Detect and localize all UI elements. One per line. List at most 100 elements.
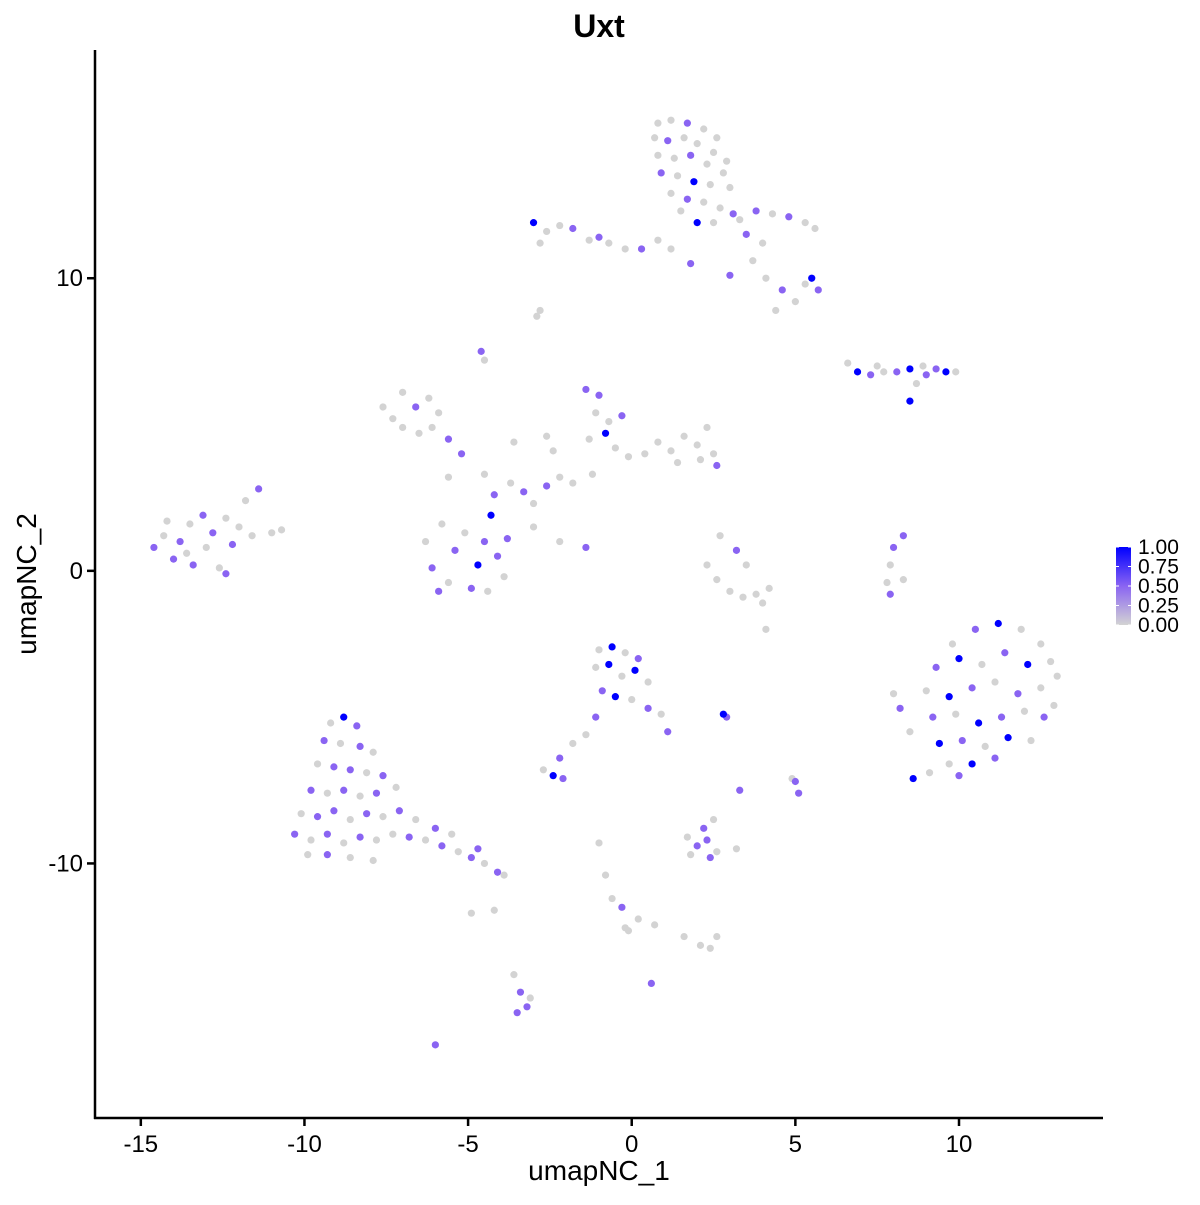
cell-point: [706, 944, 714, 952]
cell-point: [582, 543, 590, 552]
cell-point: [667, 245, 675, 253]
x-tick-label: -15: [123, 1131, 158, 1158]
cell-point: [160, 532, 168, 540]
cell-point: [975, 719, 983, 727]
cell-point: [487, 511, 495, 519]
cell-point: [687, 151, 695, 159]
cell-point: [644, 704, 652, 712]
y-tick-label: 10: [56, 265, 83, 292]
cell-point: [942, 368, 950, 376]
cell-point: [307, 786, 315, 794]
cell-point: [356, 792, 364, 800]
cell-point: [405, 833, 413, 841]
cell-point: [569, 739, 577, 748]
cell-point: [346, 815, 354, 824]
cell-point: [1001, 649, 1009, 657]
cell-point: [673, 458, 682, 467]
cell-point: [529, 219, 538, 227]
cell-point: [968, 760, 976, 768]
cell-point: [209, 529, 217, 537]
cell-point: [444, 435, 453, 443]
cell-point: [454, 848, 462, 856]
cell-point: [713, 461, 721, 470]
cell-point: [389, 830, 397, 838]
cell-point: [340, 713, 348, 721]
cell-point: [474, 561, 482, 569]
cell-point: [323, 789, 331, 797]
cell-point: [719, 710, 727, 718]
cell-point: [899, 532, 907, 540]
cell-point: [592, 713, 600, 721]
cell-point: [601, 871, 610, 879]
cell-point: [621, 649, 629, 657]
x-tick-label: 10: [946, 1131, 973, 1158]
cell-point: [399, 423, 407, 432]
cell-point: [163, 517, 171, 525]
cell-point: [978, 660, 986, 669]
cell-point: [644, 678, 652, 686]
cell-point: [336, 739, 345, 748]
cell-point: [582, 731, 590, 739]
cell-point: [490, 906, 498, 914]
cell-point: [569, 224, 577, 233]
cell-point: [304, 851, 312, 859]
cell-point: [1040, 713, 1048, 721]
cell-point: [536, 306, 544, 315]
cell-point: [706, 180, 714, 189]
cell-point: [919, 362, 927, 370]
cell-point: [814, 286, 822, 294]
cell-point: [189, 561, 197, 569]
cell-point: [1053, 672, 1061, 680]
colorbar-label: 0.75: [1138, 556, 1179, 579]
cell-point: [448, 830, 456, 838]
cell-point: [909, 774, 917, 783]
cell-point: [654, 438, 662, 446]
cell-point: [428, 423, 436, 432]
cell-point: [709, 219, 718, 227]
x-tick-label: 5: [789, 1131, 802, 1158]
cell-point: [529, 523, 538, 531]
cell-point: [968, 684, 976, 692]
cell-point: [421, 537, 430, 546]
cell-point: [588, 470, 597, 478]
cell-point: [346, 766, 354, 774]
cell-point: [1037, 640, 1045, 648]
cell-point: [363, 810, 371, 818]
cell-point: [752, 207, 760, 215]
cell-point: [605, 660, 613, 669]
cell-point: [736, 216, 744, 224]
cell-point: [719, 169, 727, 177]
cell-point: [929, 713, 937, 721]
cell-point: [791, 777, 799, 786]
cell-point: [556, 221, 564, 230]
cell-point: [222, 514, 230, 522]
cell-point: [654, 119, 662, 127]
cell-point: [323, 830, 331, 838]
cell-point: [732, 546, 741, 554]
cell-point: [853, 368, 862, 376]
cell-point: [736, 786, 744, 794]
cell-point: [559, 774, 567, 783]
cell-point: [241, 497, 250, 505]
cell-point: [932, 365, 940, 373]
cell-point: [1050, 701, 1058, 710]
cell-point: [493, 868, 502, 876]
cell-point: [215, 564, 223, 572]
cell-point: [605, 418, 613, 426]
cell-point: [772, 306, 780, 315]
cell-point: [467, 909, 475, 917]
cell-point: [595, 391, 603, 399]
cell-point: [641, 450, 649, 458]
cell-point: [765, 584, 773, 592]
cell-point: [618, 903, 626, 911]
cell-point: [421, 836, 430, 844]
cell-point: [801, 280, 809, 288]
cell-point: [654, 236, 662, 244]
cell-point: [687, 851, 695, 859]
cell-point: [762, 274, 770, 282]
cell-point: [981, 742, 989, 750]
cell-point: [680, 432, 688, 440]
cell-point: [268, 529, 276, 537]
cell-point: [595, 839, 603, 847]
